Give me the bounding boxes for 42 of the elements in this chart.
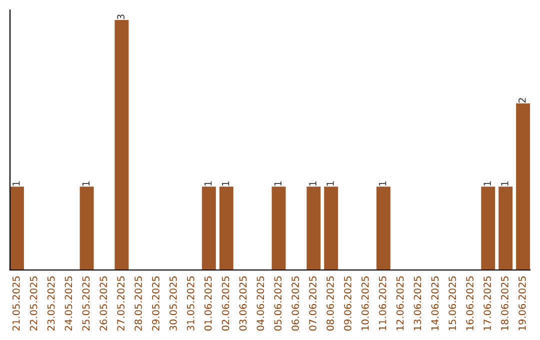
data-label: 1 xyxy=(501,181,508,186)
x-tick-label: 06.06.2025 xyxy=(292,276,299,331)
x-tick-label: 19.06.2025 xyxy=(518,276,526,330)
x-tick-label: 10.06.2025 xyxy=(361,276,369,330)
x-tick-label: 11.06.2025 xyxy=(378,276,386,330)
data-label: 1 xyxy=(484,181,491,186)
x-tick-label: 12.06.2025 xyxy=(396,276,404,330)
x-tick-label: 31.05.2025 xyxy=(186,276,194,330)
x-tick-label: 21.05.2025 xyxy=(12,276,20,331)
x-tick-label: 23.05.2025 xyxy=(47,276,55,331)
x-tick-label: 18.06.2025 xyxy=(501,276,508,330)
x-tick-label: 15.06.2025 xyxy=(448,276,456,330)
x-tick-label: 27.05.2025 xyxy=(117,276,124,331)
x-tick-label: 30.05.2025 xyxy=(169,276,177,330)
x-tick-label: 29.05.2025 xyxy=(152,276,160,331)
x-tick-label: 08.06.2025 xyxy=(326,276,334,331)
x-tick-label: 05.06.2025 xyxy=(274,276,282,331)
data-label: 1 xyxy=(204,181,212,186)
x-tick-label: 13.06.2025 xyxy=(414,276,422,330)
x-tick-label: 02.06.2025 xyxy=(222,276,230,331)
x-tick-label: 17.06.2025 xyxy=(484,276,491,330)
x-tick-label: 01.06.2025 xyxy=(204,276,212,331)
data-label: 1 xyxy=(82,181,90,186)
data-label: 1 xyxy=(379,181,386,186)
x-tick-label: 07.06.2025 xyxy=(309,276,316,331)
x-tick-label: 14.06.2025 xyxy=(431,276,439,330)
data-label: 1 xyxy=(12,181,20,186)
data-label: 1 xyxy=(326,181,334,186)
data-label: 1 xyxy=(274,181,282,186)
x-tick-label: 09.06.2025 xyxy=(344,276,352,331)
x-tick-label: 04.06.2025 xyxy=(256,276,264,331)
x-tick-label: 22.05.2025 xyxy=(30,276,38,331)
x-tick-label: 24.05.2025 xyxy=(64,276,72,331)
data-label: 2 xyxy=(518,98,526,103)
x-tick-label: 03.06.2025 xyxy=(239,276,247,331)
x-tick-label: 25.05.2025 xyxy=(82,276,90,331)
data-label: 3 xyxy=(117,14,124,20)
data-label: 1 xyxy=(309,181,316,186)
x-tick-label: 28.05.2025 xyxy=(134,276,142,331)
x-tick-label: 26.05.2025 xyxy=(100,276,108,331)
x-tick-label: 16.06.2025 xyxy=(466,276,474,330)
data-label: 1 xyxy=(222,181,230,186)
